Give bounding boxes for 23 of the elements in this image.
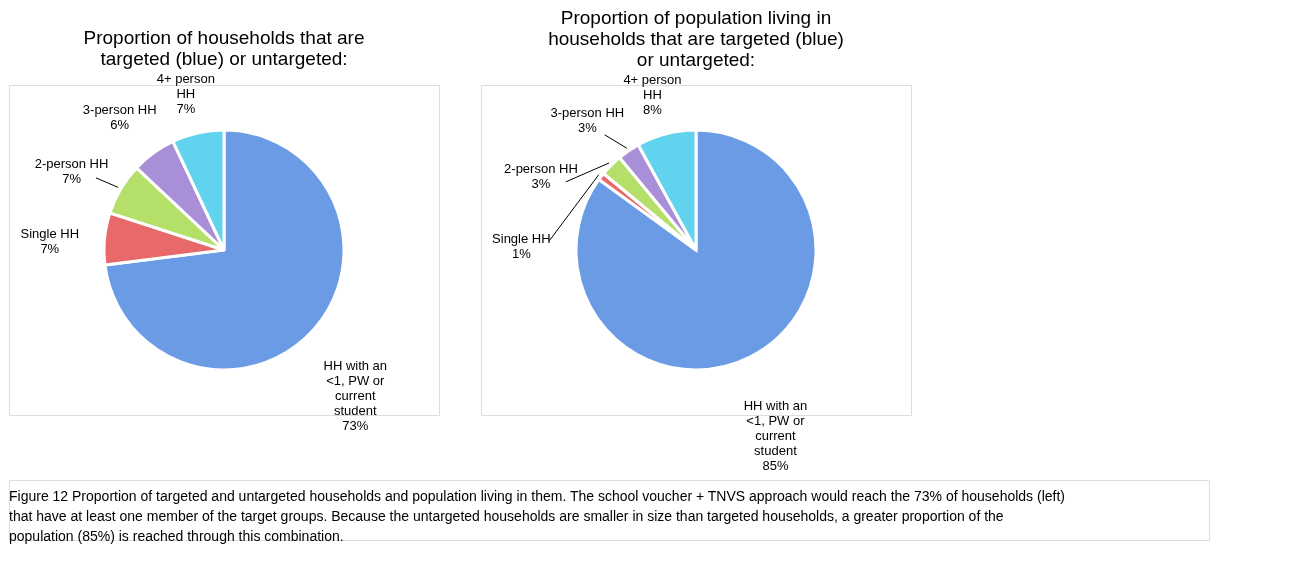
data-label: 85%: [762, 457, 789, 473]
slice-label: 4+ person HH: [156, 71, 215, 102]
data-label: 8%: [643, 102, 663, 118]
slice-label: HH with an <1, PW or current student: [743, 397, 808, 458]
data-label: 3%: [531, 175, 551, 191]
chart-title: Proportion of households that are targeted (blue) or untargeted:: [83, 27, 365, 70]
data-label: 73%: [342, 417, 369, 433]
slice-label: 3-person HH: [550, 104, 625, 120]
slice-label: 4+ person HH: [623, 72, 682, 103]
slice-label: HH with an <1, PW or current student: [323, 357, 388, 418]
slice-label: Single HH: [20, 225, 80, 241]
slice-label: 3-person HH: [82, 101, 157, 117]
slice-label: 2-person HH: [504, 160, 578, 176]
slice-label: Single HH: [492, 231, 551, 247]
data-label: 6%: [110, 116, 130, 132]
data-label: 3%: [577, 119, 598, 135]
data-label: 1%: [511, 246, 532, 262]
data-label: 7%: [176, 101, 196, 117]
data-label: 7%: [40, 240, 60, 256]
caption: Figure 12 Proportion of targeted and untargeted households and population living in them. The school voucher + TNVS approach would reach the 73% of households (left) that have at least one member of the target groups. Because the untargeted households are smaller in size than targeted households, a greater proportion of the population (85%) is reached through this combination.: [9, 488, 1065, 544]
slice-label: 2-person HH: [34, 156, 109, 172]
chart-title: Proportion of population living in households that are targeted (blue) or untargeted:: [548, 7, 844, 71]
data-label: 7%: [62, 171, 82, 187]
